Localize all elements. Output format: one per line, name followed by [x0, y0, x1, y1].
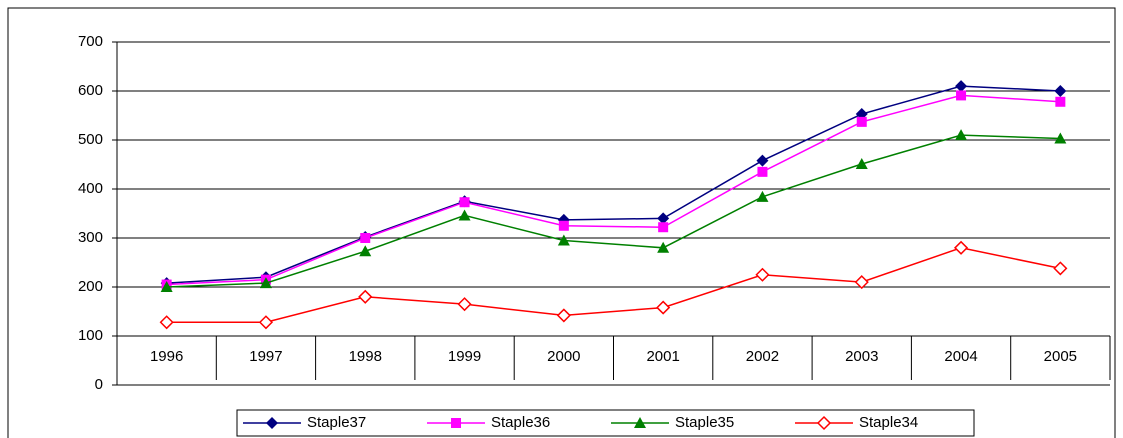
- marker: [359, 245, 372, 257]
- legend-entry: Staple35: [611, 414, 734, 431]
- y-tick-label: 700: [78, 33, 103, 50]
- legend-entry: Staple37: [243, 414, 366, 431]
- legend-label: Staple34: [859, 414, 918, 431]
- marker: [756, 190, 769, 202]
- marker: [854, 275, 869, 290]
- marker: [160, 281, 173, 292]
- marker: [953, 240, 969, 255]
- x-tick-label: 2001: [646, 348, 679, 365]
- x-tick-label: 1996: [150, 348, 183, 365]
- y-tick-label: 500: [78, 131, 103, 148]
- x-tick-label: 1998: [349, 348, 382, 365]
- chart-frame: [7, 7, 1116, 438]
- marker: [1054, 85, 1067, 97]
- marker: [755, 267, 770, 282]
- marker: [757, 166, 768, 177]
- marker: [459, 197, 470, 208]
- marker: [1055, 96, 1066, 107]
- marker: [956, 90, 967, 101]
- marker: [756, 154, 769, 167]
- x-tick-label: 2000: [547, 348, 580, 365]
- marker: [259, 277, 272, 289]
- legend-entry: Staple36: [427, 414, 550, 431]
- marker: [1054, 132, 1067, 144]
- marker: [557, 234, 570, 246]
- marker: [451, 418, 461, 428]
- marker: [656, 300, 671, 315]
- marker: [955, 80, 968, 93]
- series-line: [166, 247, 1061, 324]
- legend-label: Staple36: [491, 414, 550, 431]
- y-tick-label: 200: [78, 278, 103, 295]
- legend-entry: Staple34: [795, 414, 918, 431]
- x-tick-label: 1999: [448, 348, 481, 365]
- series-line: [166, 94, 1061, 286]
- marker: [634, 417, 646, 428]
- marker: [258, 315, 274, 330]
- series-line: [166, 85, 1061, 284]
- legend-label: Staple37: [307, 414, 366, 431]
- marker: [556, 308, 571, 323]
- legend-label: Staple35: [675, 414, 734, 431]
- marker: [816, 415, 832, 431]
- x-tick-label: 2004: [944, 348, 977, 365]
- marker: [657, 212, 670, 225]
- y-tick-label: 0: [95, 376, 103, 393]
- marker: [458, 209, 471, 221]
- marker: [955, 129, 968, 141]
- marker: [855, 158, 868, 170]
- marker: [358, 289, 373, 304]
- x-tick-label: 1997: [249, 348, 282, 365]
- series-line: [166, 134, 1061, 288]
- x-tick-label: 2003: [845, 348, 878, 365]
- marker: [266, 417, 278, 429]
- marker: [856, 116, 867, 127]
- y-tick-label: 600: [78, 82, 103, 99]
- y-tick-label: 100: [78, 327, 103, 344]
- marker: [159, 315, 174, 330]
- marker: [558, 220, 569, 231]
- marker: [658, 222, 669, 233]
- marker: [657, 241, 670, 253]
- y-tick-label: 400: [78, 180, 103, 197]
- x-tick-label: 2005: [1044, 348, 1077, 365]
- x-tick-label: 2002: [746, 348, 779, 365]
- y-tick-label: 300: [78, 229, 103, 246]
- marker: [457, 297, 472, 312]
- marker: [360, 233, 371, 243]
- marker: [1053, 261, 1068, 276]
